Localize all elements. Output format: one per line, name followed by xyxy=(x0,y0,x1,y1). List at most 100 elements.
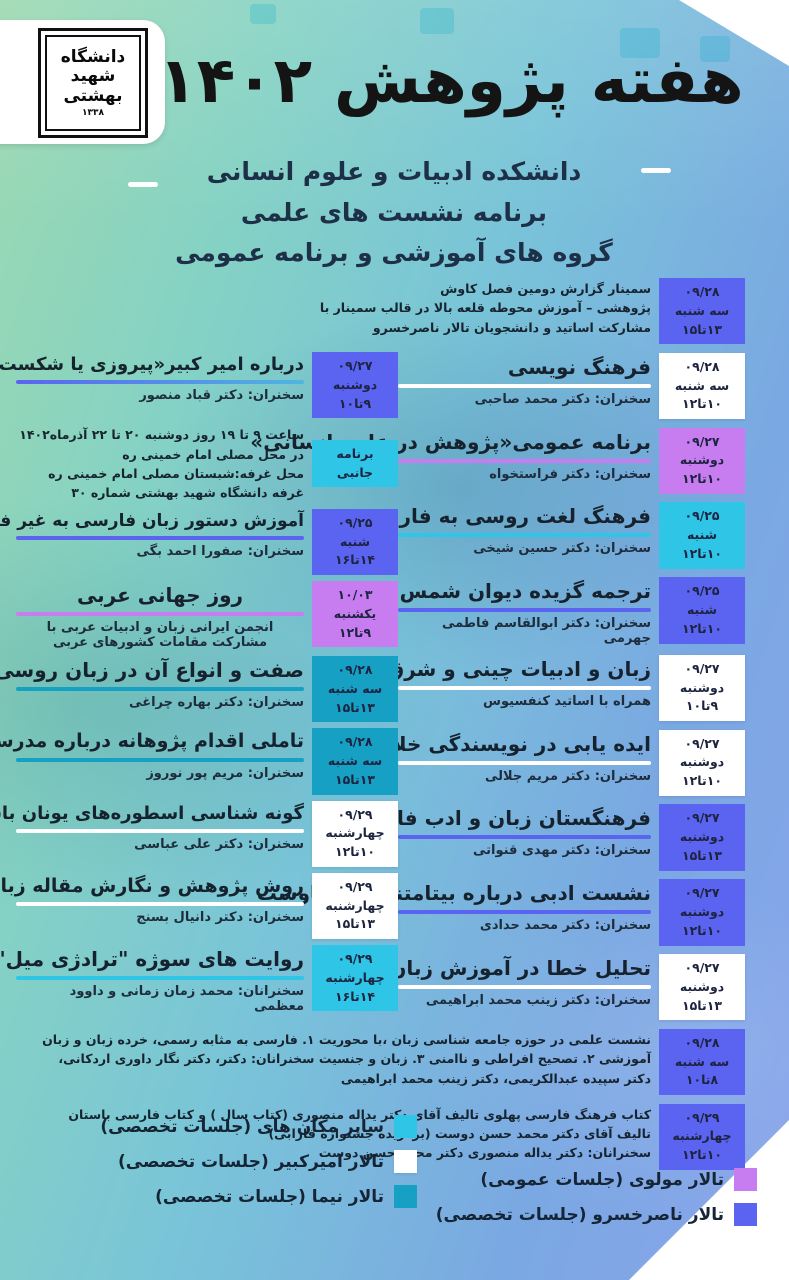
event-entry-barname-omumi: ۰۹/۲۷ دوشنبه ۱۰تا۱۲ برنامه عمومی«پژوهش د… xyxy=(250,427,745,494)
event-text: فرهنگ لغت روسی به فارسی سخنران: دکتر حسی… xyxy=(359,502,651,556)
event-title: درباره امیر کبیر«پیروزی یا شکست قاجاریه» xyxy=(0,354,304,375)
page-subtitle: دانشکده ادبیات و علوم انسانی برنامه نشست… xyxy=(129,152,659,274)
event-text: صفت و انواع آن در زبان روسی سخنران: دکتر… xyxy=(0,656,304,710)
badge-day: دوشنبه xyxy=(679,754,725,770)
legend-row-naser-khosro-hall: تالار ناصرخسرو (جلسات تخصصی) xyxy=(436,1203,757,1226)
event-entry-farhang-nevisi: ۰۹/۲۸ سه شنبه ۱۰تا۱۲ فرهنگ نویسی سخنران:… xyxy=(398,352,745,420)
title-underline xyxy=(398,985,651,990)
event-title: گونه شناسی اسطوره‌های یونان باستان xyxy=(0,802,304,824)
events-column-left: ۰۹/۲۷ دوشنبه ۹تا۱۰ درباره امیر کبیر«پیرو… xyxy=(0,352,398,1014)
event-title: زبان و ادبیات چینی و شرق دور xyxy=(345,656,651,681)
event-text: نشست علمی در حوزه جامعه شناسی زبان ،با م… xyxy=(42,1029,651,1088)
date-badge: ۰۹/۲۷ دوشنبه ۱۰تا۱۲ xyxy=(659,879,745,946)
date-badge: ۰۹/۲۹ چهارشنبه ۱۳تا۱۵ xyxy=(312,872,398,939)
event-entry-amir-kabir: ۰۹/۲۷ دوشنبه ۹تا۱۰ درباره امیر کبیر«پیرو… xyxy=(0,352,398,419)
event-speaker: سخنرانان: محمد زمان زمانی و داوود معظمی xyxy=(69,984,304,1014)
badge-time: ۸تا۱۰ xyxy=(685,1072,719,1088)
event-entry-taamoli-azfa: ۰۹/۲۸ سه شنبه ۱۳تا۱۵ تاملی اقدام پژوهانه… xyxy=(0,728,398,795)
event-line: در محل مصلی امام خمینی ره xyxy=(122,446,304,462)
badge-time: ۱۰تا۱۲ xyxy=(682,620,722,636)
legend-label: تالار امیرکبیر (جلسات تخصصی) xyxy=(117,1151,384,1172)
badge-time: ۱۳تا۱۵ xyxy=(335,771,375,787)
badge-date: ۰۹/۲۷ xyxy=(684,660,720,676)
legend-row-other-places: سایر مکان های (جلسات تخصصی) xyxy=(100,1115,417,1138)
legend-label: تالار نیما (جلسات تخصصی) xyxy=(155,1186,384,1207)
title-underline xyxy=(16,976,304,980)
subtitle-line-1: دانشکده ادبیات و علوم انسانی xyxy=(206,157,582,186)
title-underline xyxy=(398,458,651,463)
badge-time: ۱۰تا۱۲ xyxy=(682,471,722,487)
event-speaker: سخنران: صفورا احمد بگی xyxy=(136,543,304,559)
event-speaker: سخنران: دکتر علی عباسی xyxy=(134,836,304,852)
badge-time: ۱۳تا۱۵ xyxy=(682,321,722,337)
university-logo-inner: دانشگاه شهید بهشتی ۱۳۳۸ xyxy=(45,35,141,131)
event-text: روش پژوهش و نگارش مقاله زبان فرانسه سخنر… xyxy=(0,873,304,925)
badge-date: ۰۹/۲۷ xyxy=(684,810,720,826)
event-text: تحلیل خطا در آموزش زبان سخنران: دکتر زین… xyxy=(389,954,651,1008)
title-underline xyxy=(16,535,304,540)
title-underline xyxy=(398,760,651,765)
badge-time: ۱۰تا۱۲ xyxy=(682,396,722,412)
badge-time: ۱۳تا۱۵ xyxy=(682,997,722,1013)
event-note: انجمن ایرانی زبان و ادبیات عربی با xyxy=(46,620,274,635)
legend-swatch-teal xyxy=(394,1185,417,1208)
badge-day: چهارشنبه xyxy=(325,969,385,985)
badge-day: سه شنبه xyxy=(674,1053,730,1069)
event-entry-ketab-farhang-pahlavi: ۰۹/۲۹ چهارشنبه ۱۰تا۱۲ کتاب فرهنگ فارسی پ… xyxy=(68,1103,745,1170)
legend-swatch-lavender xyxy=(734,1168,757,1191)
badge-day: یکشنبه xyxy=(333,605,377,621)
date-badge: ۰۹/۲۷ دوشنبه ۱۰تا۱۲ xyxy=(659,729,745,796)
legend-row-nima-hall: تالار نیما (جلسات تخصصی) xyxy=(100,1185,417,1208)
event-entry-neshast-adabi-faust: ۰۹/۲۷ دوشنبه ۱۰تا۱۲ نشست ادبی درباره بیت… xyxy=(257,879,745,946)
event-title: آموزش دستور زبان فارسی به غیر فارسی زبان… xyxy=(0,510,304,531)
title-underline xyxy=(16,828,304,833)
badge-day: شنبه xyxy=(339,533,371,549)
event-text: ایده یابی در نویسندگی خلاق سخنران: دکتر … xyxy=(374,730,651,784)
event-speaker: همراه با اساتید کنفسیوس xyxy=(483,693,651,709)
badge-date: ۰۹/۲۸ xyxy=(684,358,720,374)
title-underline xyxy=(16,902,304,907)
badge-time: ۱۰تا۱۲ xyxy=(682,922,722,938)
date-badge: ۰۹/۲۷ دوشنبه ۹تا۱۰ xyxy=(659,654,745,722)
badge-date: ۰۹/۲۷ xyxy=(684,960,720,976)
badge-date: ۰۹/۲۸ xyxy=(337,662,373,677)
title-underline xyxy=(398,383,651,388)
event-entry-dastur-zaban-farsi: ۰۹/۲۵ شنبه ۱۴تا۱۶ آموزش دستور زبان فارسی… xyxy=(0,508,398,575)
event-text: سمینار گزارش دومین فصل کاوش پژوهشی – آمو… xyxy=(319,278,651,337)
event-line: پژوهشی – آموزش محوطه قلعه بالا در قالب س… xyxy=(319,300,651,316)
badge-date: ۰۹/۲۵ xyxy=(684,508,720,524)
event-entry-ide-yabi: ۰۹/۲۷ دوشنبه ۱۰تا۱۲ ایده یابی در نویسندگ… xyxy=(374,729,745,796)
event-text: فرهنگ نویسی سخنران: دکتر محمد صاحبی xyxy=(398,353,651,407)
legend-swatch-indigo xyxy=(734,1203,757,1226)
date-badge: ۰۹/۲۷ دوشنبه ۹تا۱۰ xyxy=(312,352,398,419)
event-text: زبان و ادبیات چینی و شرق دور همراه با اس… xyxy=(345,655,651,709)
badge-day: دوشنبه xyxy=(679,679,725,695)
event-line: محل غرفه:شبستان مصلی امام خمینی ره xyxy=(48,466,304,481)
event-line: ساعت ۹ تا ۱۹ روز دوشنبه ۲۰ تا ۲۲ آذرماه۱… xyxy=(19,427,304,443)
background-decoration xyxy=(420,8,454,34)
event-entry-farhangestan-zaban: ۰۹/۲۷ دوشنبه ۱۳تا۱۵ فرهنگستان زبان و ادب… xyxy=(346,804,745,871)
badge-day: سه شنبه xyxy=(674,377,730,393)
event-speaker: سخنران: دکتر مهدی قنواتی xyxy=(472,843,651,859)
event-text: فرهنگستان زبان و ادب فارسی سخنران: دکتر … xyxy=(346,804,651,859)
event-text: ساعت ۹ تا ۱۹ روز دوشنبه ۲۰ تا ۲۲ آذرماه۱… xyxy=(16,424,304,503)
event-text: تاملی اقدام پژوهانه درباره مدرسان آزفا س… xyxy=(0,728,304,781)
badge-time: ۱۳تا۱۵ xyxy=(335,916,375,932)
event-title: فرهنگ لغت روسی به فارسی xyxy=(359,504,651,529)
event-entry-rooz-jahani-arabi: ۱۰/۰۳ یکشنبه ۹تا۱۲ روز جهانی عربی انجمن … xyxy=(16,581,398,650)
legend-swatch-cyan xyxy=(394,1115,417,1138)
date-badge: ۰۹/۲۷ دوشنبه ۱۰تا۱۲ xyxy=(659,427,745,494)
date-badge: ۰۹/۲۵ شنبه ۱۰تا۱۲ xyxy=(659,577,745,644)
event-line: دکتر سپیده عبدالکریمی، دکتر زینب محمد اب… xyxy=(340,1070,651,1086)
badge-day: چهارشنبه xyxy=(672,1128,732,1144)
title-underline xyxy=(398,533,651,538)
event-entry-farhang-loghat-rusi: ۰۹/۲۵ شنبه ۱۰تا۱۲ فرهنگ لغت روسی به فارس… xyxy=(359,502,745,569)
badge-day: شنبه xyxy=(686,527,718,543)
badge-time: ۱۴تا۱۶ xyxy=(335,988,375,1004)
event-entry-zaban-chini: ۰۹/۲۷ دوشنبه ۹تا۱۰ زبان و ادبیات چینی و … xyxy=(345,654,745,722)
event-line: آموزشی ۲. تصحیح افراطی و ناامنی ۳. زبان … xyxy=(58,1051,651,1067)
event-line: غرفه دانشگاه شهید بهشتی شماره ۳۰ xyxy=(71,485,304,501)
title-underline xyxy=(398,608,651,613)
event-line: تالیف آقای دکتر محمد حسن دوست (برگزیده ج… xyxy=(268,1126,651,1142)
legend-swatch-white xyxy=(394,1150,417,1173)
